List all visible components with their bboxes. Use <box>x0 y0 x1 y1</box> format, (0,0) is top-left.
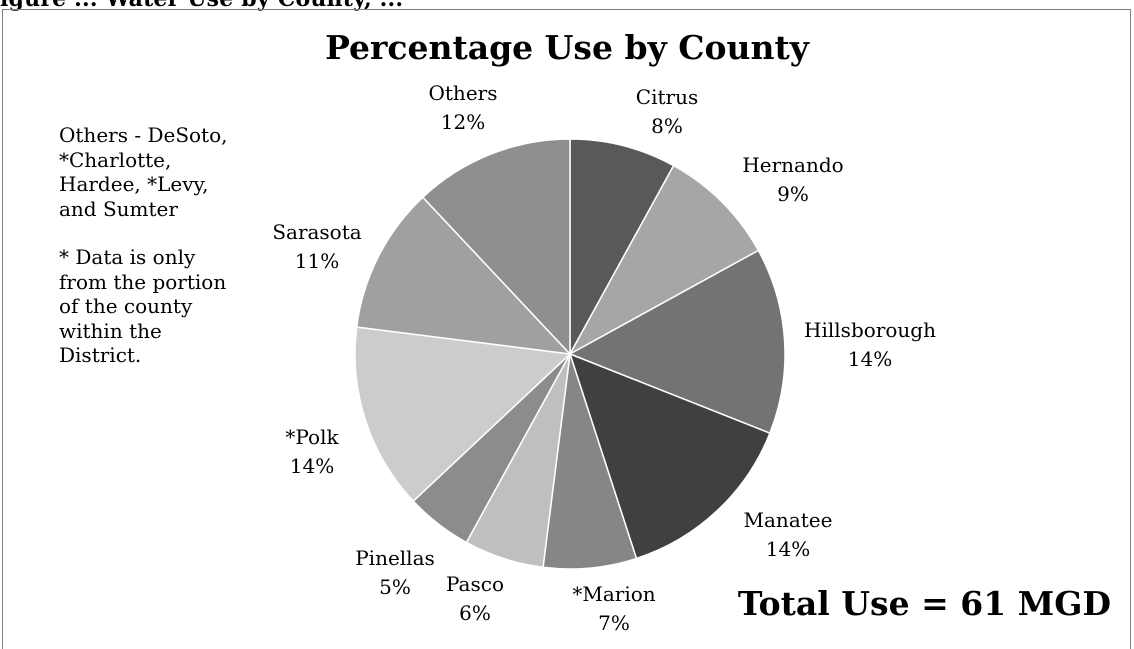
slice-percent-pasco: 6% <box>459 601 491 625</box>
asterisk-note: * Data is only from the portion of the c… <box>59 245 227 367</box>
pie-slices <box>354 138 786 570</box>
pie-slice-sarasota <box>355 196 572 356</box>
slice-label-pinellas: Pinellas <box>355 546 435 570</box>
pie-slice-hernando <box>568 164 760 356</box>
others-note: Others - DeSoto, *Charlotte, Hardee, *Le… <box>59 123 228 221</box>
slice-percent-sarasota: 11% <box>295 249 339 273</box>
slice-percent-pinellas: 5% <box>379 575 411 599</box>
slice-percent-citrus: 8% <box>651 114 683 138</box>
chart-title: Percentage Use by County <box>325 28 809 67</box>
slice-label-hernando: Hernando <box>742 153 843 177</box>
slice-percent-others: 12% <box>441 110 485 134</box>
slice-label-others: Others <box>429 81 498 105</box>
slice-label-manatee: Manatee <box>744 508 833 532</box>
pie-slice-polk <box>354 326 572 503</box>
slice-percent-manatee: 14% <box>766 537 810 561</box>
slice-label-sarasota: Sarasota <box>272 220 361 244</box>
slice-label-pasco: Pasco <box>446 572 504 596</box>
slice-label-hillsborough: Hillsborough <box>804 318 936 342</box>
chart-frame <box>2 9 1131 649</box>
slice-label-marion: *Marion <box>572 582 655 606</box>
slice-label-citrus: Citrus <box>636 85 698 109</box>
pie-slice-citrus <box>569 138 675 355</box>
slice-label-polk: *Polk <box>285 425 339 449</box>
pie-slice-hillsborough <box>568 249 786 435</box>
side-note: Others - DeSoto, *Charlotte, Hardee, *Le… <box>59 123 229 392</box>
pie-labels: Citrus 8% Hernando 9% Hillsborough 14% Manatee… <box>272 81 936 635</box>
slice-percent-hillsborough: 14% <box>848 347 892 371</box>
slice-percent-marion: 7% <box>598 611 630 635</box>
slice-percent-polk: 14% <box>290 454 334 478</box>
pie-slice-others <box>421 138 571 356</box>
total-use: Total Use = 61 MGD <box>737 584 1111 623</box>
slice-percent-hernando: 9% <box>777 182 809 206</box>
